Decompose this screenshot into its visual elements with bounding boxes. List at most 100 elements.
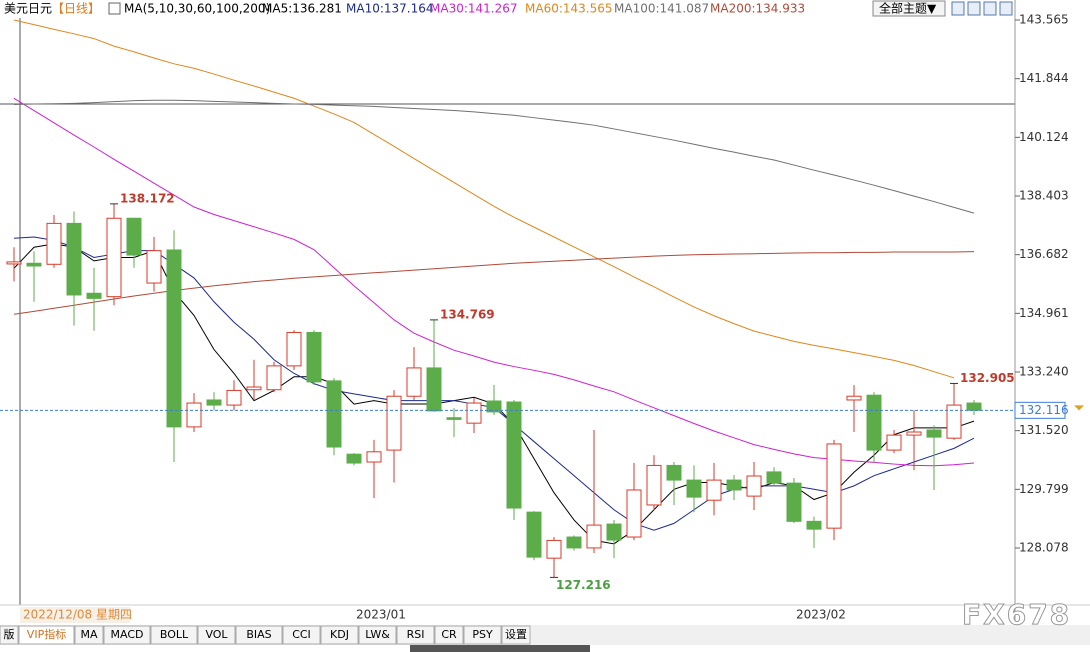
- candle-body: [226, 389, 242, 406]
- watermark: FX678: [962, 598, 1071, 631]
- high-annotation: 132.905: [960, 371, 1015, 385]
- date-box: [20, 607, 130, 623]
- indicator: MA(5,10,30,60,100,200): [124, 2, 270, 16]
- candle-body: [626, 489, 642, 538]
- candle-body: [506, 401, 522, 509]
- candle-body: [866, 394, 882, 451]
- tab-label[interactable]: 设置: [505, 628, 527, 641]
- legend-item: MA100:141.087: [614, 2, 709, 16]
- candle-body: [786, 482, 802, 522]
- tab-label[interactable]: MACD: [111, 628, 144, 641]
- candle-body: [326, 380, 342, 448]
- tab[interactable]: [501, 625, 531, 645]
- candle-body: [926, 429, 942, 438]
- tab-label[interactable]: RSI: [407, 628, 425, 641]
- candle-body: [406, 367, 422, 397]
- scrollbar[interactable]: [410, 645, 590, 652]
- candle-body: [126, 217, 142, 256]
- theme-label[interactable]: 全部主题▼: [879, 1, 937, 16]
- ma-line: [13, 19, 955, 379]
- x-tick-label: 2023/02: [796, 608, 846, 622]
- tab-label[interactable]: CR: [441, 628, 457, 641]
- tab-label[interactable]: BOLL: [160, 628, 189, 641]
- tab[interactable]: [396, 625, 435, 645]
- candle-body: [46, 222, 62, 265]
- candle-body: [886, 434, 902, 451]
- tab-label[interactable]: KDJ: [330, 628, 349, 641]
- tabs: 版 VIP指标 MA MACD BOLL VOL BIAS CCI KDJ LW& RSI CR PSY…: [0, 625, 531, 645]
- tab-label[interactable]: CCI: [292, 628, 311, 641]
- y-tick-label: 131.520: [1019, 423, 1069, 437]
- tab[interactable]: [235, 625, 283, 645]
- theme-select[interactable]: [872, 0, 946, 17]
- tab[interactable]: [463, 625, 502, 645]
- plot-area: 143.565 141.844 140.124 138.403 136.682 134.9…: [0, 13, 1084, 622]
- candle-body: [346, 453, 362, 464]
- candle-body: [946, 404, 962, 439]
- candle-body: [746, 475, 762, 497]
- candle-body: [586, 524, 602, 549]
- tab[interactable]: [282, 625, 321, 645]
- last-price-box: [1014, 401, 1066, 419]
- candle-body: [566, 536, 582, 549]
- y-tick-label: 128.078: [1019, 540, 1069, 554]
- indicator-icon[interactable]: [108, 2, 121, 15]
- tab[interactable]: [434, 625, 464, 645]
- y-tick-label: 134.961: [1019, 306, 1069, 320]
- candle-body: [266, 365, 282, 391]
- ma-line: [13, 99, 975, 214]
- tab[interactable]: [197, 625, 236, 645]
- candle-body: [606, 523, 622, 541]
- candle-body: [466, 402, 482, 424]
- candle-body: [766, 471, 782, 484]
- legend-item: MA200:134.933: [710, 2, 805, 16]
- candle-body: [166, 249, 182, 428]
- candle-body: [846, 395, 862, 401]
- tab[interactable]: [103, 625, 151, 645]
- tab[interactable]: [0, 625, 19, 645]
- tab-label[interactable]: VIP指标: [27, 627, 66, 641]
- candle-body: [246, 386, 262, 391]
- tab[interactable]: [150, 625, 198, 645]
- high-annotation: 134.769: [440, 307, 495, 321]
- candle-body: [366, 451, 382, 463]
- ma-line: [13, 97, 975, 467]
- tab-label[interactable]: 版: [4, 627, 15, 641]
- candle-body: [726, 479, 742, 491]
- tab-label[interactable]: MA: [80, 628, 97, 641]
- tab[interactable]: [74, 625, 104, 645]
- zoom-button[interactable]: [951, 1, 965, 16]
- tab[interactable]: [358, 625, 397, 645]
- tab[interactable]: [18, 625, 75, 645]
- y-tick-label: 133.240: [1019, 365, 1069, 379]
- scroll-button[interactable]: [983, 1, 997, 16]
- candle-body: [646, 464, 662, 506]
- legend-item: MA30:141.267: [430, 2, 518, 16]
- candle-body: [806, 520, 822, 530]
- tab[interactable]: [320, 625, 359, 645]
- candle-body: [86, 292, 102, 299]
- candle-body: [906, 431, 922, 436]
- y-tick-label: 140.124: [1019, 130, 1069, 144]
- tab-label[interactable]: LW&: [365, 628, 390, 641]
- legend-item: MA60:143.565: [525, 2, 613, 16]
- scroll-button[interactable]: [999, 1, 1013, 16]
- candle-body: [286, 331, 302, 367]
- candle-body: [966, 402, 982, 411]
- candle-body: [206, 399, 222, 406]
- candle-body: [706, 479, 722, 501]
- tab-label[interactable]: PSY: [472, 628, 493, 641]
- y-tick-label: 143.565: [1019, 13, 1069, 27]
- crosshair-date: 2022/12/08 星期四: [23, 608, 132, 622]
- candle-body: [526, 511, 542, 558]
- candle-body: [146, 250, 162, 284]
- candle-body: [446, 417, 462, 420]
- zoom-button[interactable]: [967, 1, 981, 16]
- candle-body: [6, 261, 22, 265]
- tab-label[interactable]: VOL: [205, 628, 228, 641]
- tab-label[interactable]: BIAS: [246, 628, 271, 641]
- period[interactable]: 【日线】: [52, 2, 100, 16]
- candle-body: [666, 464, 682, 481]
